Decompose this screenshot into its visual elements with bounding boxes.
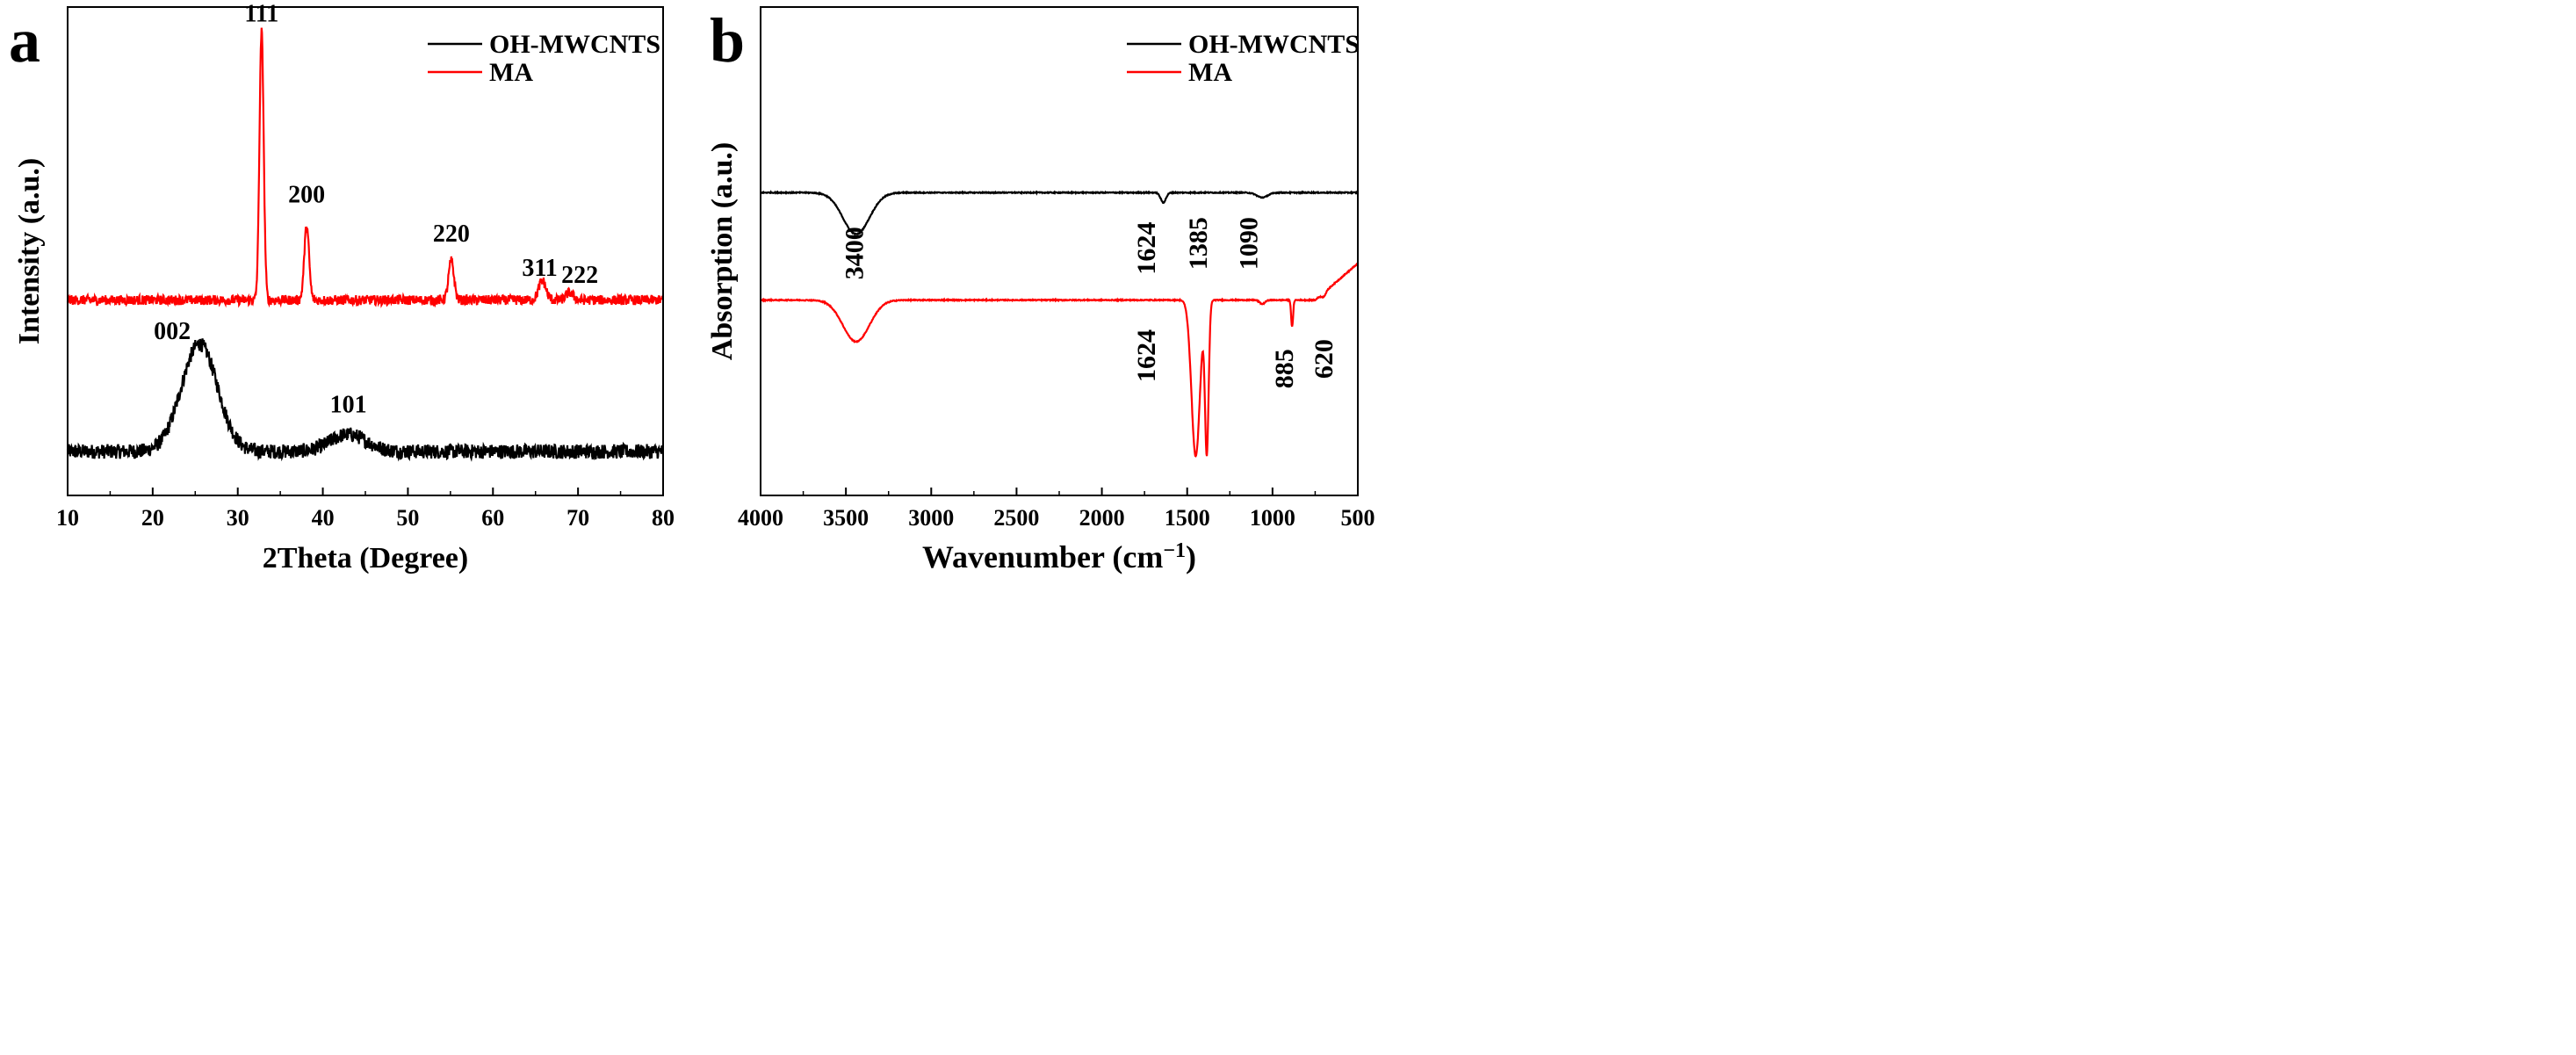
y-axis-label: Absorption (a.u.): [706, 142, 739, 360]
peak-annotation: 200: [288, 181, 325, 208]
x-tick-label: 20: [141, 505, 164, 531]
panel-label: a: [9, 5, 40, 76]
plot-frame: [67, 6, 664, 496]
x-axis-label-close: ): [1186, 539, 1196, 574]
x-tick-label: 1500: [1165, 505, 1210, 531]
x-tick-label: 3000: [908, 505, 954, 531]
peak-annotation: 101: [330, 391, 367, 418]
x-axis-label: Wavenumber (cm−1): [922, 539, 1196, 574]
y-axis-label: Intensity (a.u.): [13, 158, 46, 345]
peak-annotation: 1385: [1184, 217, 1213, 270]
peak-annotation: 1624: [1132, 329, 1161, 382]
peak-annotation: 002: [154, 318, 191, 345]
legend-label-ma: MA: [1188, 58, 1232, 87]
series-line-oh-mwcnts: [761, 190, 1359, 236]
peak-annotation: 222: [561, 262, 598, 289]
series-line-ma: [760, 262, 1359, 458]
x-tick-label: 60: [481, 505, 504, 531]
x-tick-label: 500: [1341, 505, 1375, 531]
x-tick-label: 30: [227, 505, 249, 531]
x-tick-label: 2500: [993, 505, 1039, 531]
x-tick-label: 40: [312, 505, 335, 531]
series-line-ma: [66, 27, 665, 308]
legend-label-ma: MA: [489, 58, 533, 87]
x-axis-label-sup: −1: [1163, 539, 1186, 562]
peak-annotation: 311: [522, 255, 557, 282]
peak-annotation: 3400: [841, 227, 869, 279]
x-tick-label: 1000: [1250, 505, 1295, 531]
peak-annotation: 111: [244, 1, 278, 28]
peak-annotation: 885: [1270, 349, 1299, 388]
x-tick-label: 3500: [823, 505, 869, 531]
x-axis-label-main: Wavenumber (cm: [922, 539, 1163, 574]
legend-label-oh-mwcnts: OH-MWCNTS: [1188, 30, 1360, 59]
x-axis-label: 2Theta (Degree): [263, 542, 468, 574]
legend-label-oh-mwcnts: OH-MWCNTS: [489, 30, 660, 59]
peak-annotation: 220: [433, 220, 470, 248]
series-line-oh-mwcnts: [66, 338, 664, 462]
peak-annotation: 1624: [1132, 222, 1161, 275]
x-tick-label: 80: [652, 505, 675, 531]
panel-a: a 10 20 30 40 50 60 70 80 2Theta (Degree) Intensit…: [9, 1, 675, 574]
panel-b: b 4000 3500 3000 2500 2000 1500 1000 500 Wavenumb…: [706, 5, 1375, 574]
panel-label: b: [710, 5, 745, 76]
x-tick-label: 2000: [1079, 505, 1125, 531]
x-tick-label: 50: [396, 505, 419, 531]
peak-annotation: 1090: [1234, 217, 1263, 270]
peak-annotation: 620: [1310, 339, 1339, 379]
x-tick-label: 70: [566, 505, 589, 531]
x-tick-label: 4000: [738, 505, 783, 531]
x-tick-label: 10: [56, 505, 79, 531]
